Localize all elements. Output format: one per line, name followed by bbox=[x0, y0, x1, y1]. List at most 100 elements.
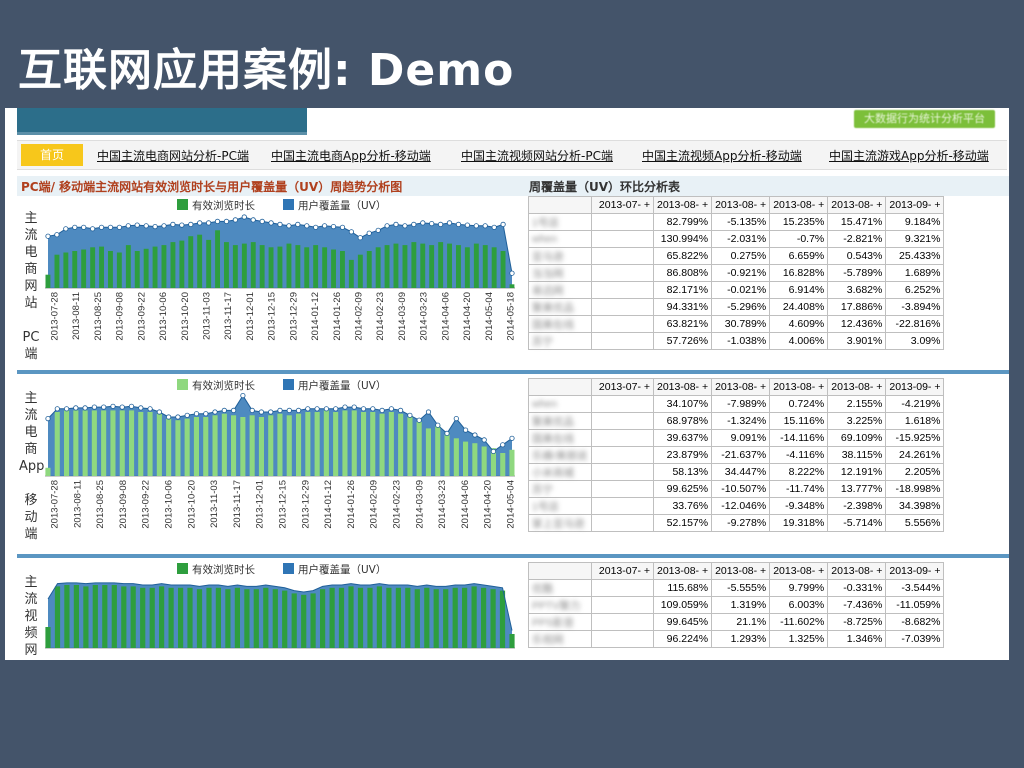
uv-point[interactable] bbox=[351, 404, 357, 410]
duration-bar[interactable] bbox=[482, 245, 488, 288]
uv-point[interactable] bbox=[462, 427, 469, 433]
column-header[interactable]: 2013-08- + bbox=[711, 562, 771, 580]
column-header[interactable]: 2013-09- + bbox=[885, 562, 945, 580]
uv-point[interactable] bbox=[360, 406, 367, 412]
uv-point[interactable] bbox=[313, 224, 319, 230]
duration-bar[interactable] bbox=[376, 586, 382, 648]
uv-point[interactable] bbox=[63, 226, 69, 232]
duration-bar[interactable] bbox=[116, 252, 122, 289]
uv-point[interactable] bbox=[295, 221, 301, 227]
uv-point[interactable] bbox=[73, 405, 79, 411]
uv-point[interactable] bbox=[175, 414, 181, 420]
uv-point[interactable] bbox=[45, 233, 51, 239]
nav-link-video-app[interactable]: 中国主流视频App分析-移动端 bbox=[642, 149, 802, 163]
duration-bar[interactable] bbox=[277, 246, 283, 288]
uv-point[interactable] bbox=[295, 407, 302, 414]
duration-bar[interactable] bbox=[184, 418, 190, 476]
uv-point[interactable] bbox=[342, 404, 348, 410]
uv-point[interactable] bbox=[45, 415, 51, 422]
duration-bar[interactable] bbox=[244, 589, 250, 648]
duration-bar[interactable] bbox=[111, 585, 117, 648]
nav-link-ecommerce-pc[interactable]: 中国主流电商网站分析-PC端 bbox=[97, 149, 249, 163]
duration-bar[interactable] bbox=[225, 589, 231, 648]
uv-point[interactable] bbox=[125, 223, 131, 229]
duration-bar[interactable] bbox=[310, 593, 316, 648]
duration-bar[interactable] bbox=[357, 587, 364, 648]
uv-point[interactable] bbox=[268, 220, 274, 226]
nav-link-video-pc[interactable]: 中国主流视频网站分析-PC端 bbox=[461, 149, 613, 163]
duration-bar[interactable] bbox=[91, 410, 97, 476]
uv-point[interactable] bbox=[472, 432, 478, 438]
duration-bar[interactable] bbox=[357, 254, 363, 288]
uv-point[interactable] bbox=[82, 405, 88, 411]
uv-point[interactable] bbox=[375, 227, 381, 233]
duration-bar[interactable] bbox=[416, 421, 422, 476]
duration-bar[interactable] bbox=[453, 438, 459, 476]
uv-point[interactable] bbox=[197, 220, 203, 226]
duration-bar[interactable] bbox=[232, 245, 238, 288]
column-header[interactable]: 2013-07- + bbox=[591, 562, 654, 580]
duration-bar[interactable] bbox=[323, 410, 329, 476]
uv-point[interactable] bbox=[98, 224, 105, 230]
duration-bar[interactable] bbox=[134, 251, 140, 288]
duration-bar[interactable] bbox=[159, 586, 165, 648]
duration-bar[interactable] bbox=[241, 243, 247, 288]
duration-bar[interactable] bbox=[471, 586, 477, 648]
uv-point[interactable] bbox=[286, 223, 292, 229]
duration-bar[interactable] bbox=[175, 420, 181, 476]
duration-bar[interactable] bbox=[129, 410, 135, 476]
column-header[interactable]: 2013-08- + bbox=[769, 378, 829, 396]
uv-point[interactable] bbox=[388, 406, 394, 412]
duration-bar[interactable] bbox=[121, 586, 127, 648]
uv-point[interactable] bbox=[333, 406, 339, 412]
legend-item-uv[interactable]: 用户覆盖量（UV） bbox=[283, 563, 386, 576]
duration-bar[interactable] bbox=[444, 431, 450, 476]
duration-bar[interactable] bbox=[296, 413, 302, 476]
uv-point[interactable] bbox=[348, 229, 354, 235]
uv-point[interactable] bbox=[249, 407, 255, 414]
legend-item-uv[interactable]: 用户覆盖量（UV） bbox=[283, 379, 386, 392]
duration-bar[interactable] bbox=[348, 586, 354, 648]
column-header[interactable]: 2013-08- + bbox=[827, 562, 887, 580]
duration-bar[interactable] bbox=[268, 247, 274, 288]
uv-point[interactable] bbox=[134, 222, 140, 228]
duration-bar[interactable] bbox=[509, 634, 515, 648]
uv-point[interactable] bbox=[379, 407, 385, 414]
column-header[interactable]: 2013-08- + bbox=[769, 196, 829, 214]
uv-point[interactable] bbox=[393, 221, 399, 227]
uv-point[interactable] bbox=[411, 221, 417, 227]
duration-bar[interactable] bbox=[203, 417, 209, 476]
duration-bar[interactable] bbox=[473, 243, 479, 288]
duration-bar[interactable] bbox=[329, 587, 335, 648]
duration-bar[interactable] bbox=[420, 243, 426, 288]
uv-point[interactable] bbox=[188, 221, 194, 227]
duration-bar[interactable] bbox=[402, 245, 408, 288]
duration-bar[interactable] bbox=[499, 590, 506, 648]
duration-bar[interactable] bbox=[170, 242, 176, 288]
duration-bar[interactable] bbox=[64, 585, 70, 648]
duration-bar[interactable] bbox=[54, 412, 60, 476]
duration-bar[interactable] bbox=[72, 251, 78, 288]
uv-point[interactable] bbox=[437, 221, 444, 227]
duration-bar[interactable] bbox=[101, 410, 107, 476]
duration-bar[interactable] bbox=[215, 587, 221, 648]
uv-point[interactable] bbox=[54, 232, 60, 238]
duration-bar[interactable] bbox=[187, 587, 193, 648]
uv-point[interactable] bbox=[268, 409, 274, 415]
duration-bar[interactable] bbox=[45, 627, 51, 648]
duration-bar[interactable] bbox=[156, 413, 162, 476]
legend-item-duration[interactable]: 有效浏览时长 bbox=[177, 563, 255, 576]
duration-bar[interactable] bbox=[509, 449, 515, 476]
duration-bar[interactable] bbox=[435, 425, 441, 476]
duration-bar[interactable] bbox=[342, 410, 348, 476]
duration-bar[interactable] bbox=[472, 443, 478, 476]
uv-point[interactable] bbox=[193, 411, 200, 417]
column-header[interactable]: 2013-09- + bbox=[885, 196, 945, 214]
duration-bar[interactable] bbox=[490, 589, 496, 648]
duration-bar[interactable] bbox=[305, 412, 311, 476]
uv-point[interactable] bbox=[214, 218, 221, 224]
duration-bar[interactable] bbox=[259, 245, 265, 288]
duration-bar[interactable] bbox=[152, 246, 158, 288]
duration-bar[interactable] bbox=[108, 251, 113, 288]
uv-point[interactable] bbox=[500, 221, 506, 227]
